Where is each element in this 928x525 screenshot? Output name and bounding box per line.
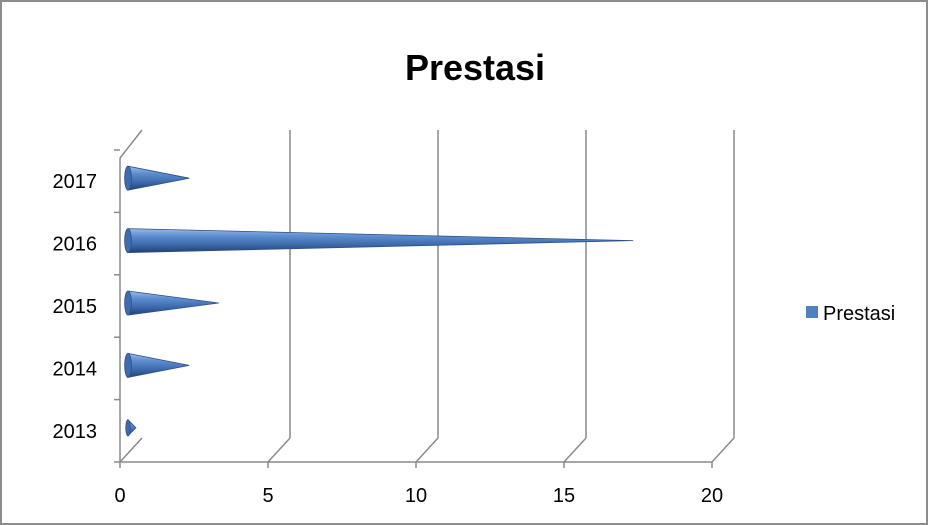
legend-swatch <box>806 306 818 318</box>
gridline-floor <box>711 437 735 463</box>
x-tick-label: 5 <box>262 485 273 507</box>
y-tick-labels: 2013 2014 2015 2016 2017 <box>53 171 98 443</box>
cone-base <box>124 290 132 316</box>
y-tick-label: 2015 <box>53 296 98 318</box>
cone-body <box>127 290 219 316</box>
gridline-floor <box>563 437 587 463</box>
x-tick-labels: 0 5 10 15 20 <box>114 485 723 507</box>
gridline-floor <box>415 437 439 463</box>
gridlines <box>119 130 735 463</box>
legend: Prestasi <box>806 303 895 325</box>
cone-base <box>124 165 132 191</box>
x-tick-label: 15 <box>553 485 575 507</box>
y-tick-label: 2017 <box>53 171 98 193</box>
wall-top-edge <box>119 129 143 159</box>
cone-body <box>127 165 190 191</box>
bar-2014 <box>124 352 190 378</box>
gridline-floor <box>119 437 143 463</box>
cone-body <box>127 228 634 254</box>
bar-2013 <box>125 418 137 437</box>
y-tick-label: 2016 <box>53 234 98 256</box>
cone-base <box>124 228 132 254</box>
x-tick-label: 20 <box>701 485 723 507</box>
cone-body <box>127 352 190 378</box>
y-tick-label: 2014 <box>53 358 98 380</box>
legend-label: Prestasi <box>823 303 895 325</box>
y-tick-label: 2013 <box>53 421 98 443</box>
bar-2016 <box>124 228 634 254</box>
bar-2015 <box>124 290 219 316</box>
bar-2017 <box>124 165 190 191</box>
x-tick-label: 0 <box>114 485 125 507</box>
x-tick-label: 10 <box>405 485 427 507</box>
cone-base <box>125 419 131 437</box>
bars <box>124 165 634 437</box>
gridline-floor <box>267 437 291 463</box>
axes <box>114 129 713 468</box>
cone-base <box>124 352 132 378</box>
chart-title: Prestasi <box>405 47 545 88</box>
